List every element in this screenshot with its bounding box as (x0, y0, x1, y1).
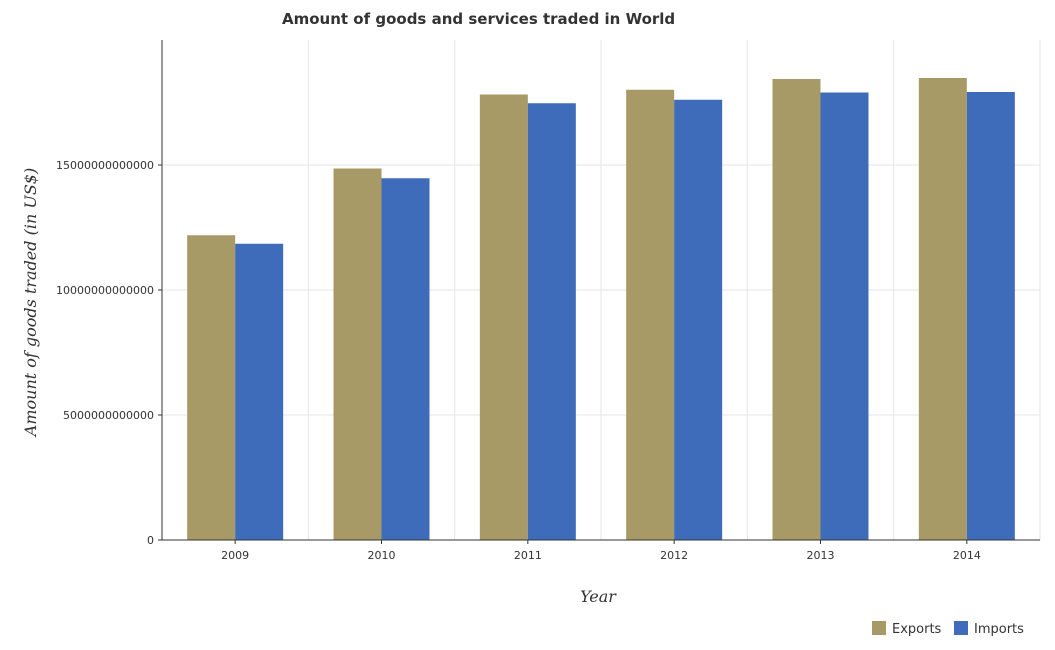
axes (158, 40, 1040, 544)
bar-imports-2012 (674, 99, 723, 540)
bar-exports-2009 (187, 235, 236, 540)
y-tick-label: 10000000000000 (56, 284, 154, 297)
bar-exports-2011 (479, 94, 528, 540)
grid (161, 40, 1041, 541)
bar-imports-2013 (820, 92, 869, 540)
bar-exports-2012 (626, 89, 675, 540)
bar-exports-2014 (918, 78, 967, 540)
legend-label-exports: Exports (892, 622, 942, 637)
legend-swatch-imports (954, 621, 968, 635)
y-tick-label: 5000000000000 (63, 409, 154, 422)
y-axis-label: Amount of goods traded (in US$) (21, 168, 40, 438)
chart-title: Amount of goods and services traded in W… (282, 10, 675, 28)
x-tick-label: 2014 (953, 549, 981, 562)
x-axis-label: Year (580, 587, 617, 606)
bar-exports-2013 (772, 79, 821, 540)
y-tick-label: 0 (147, 534, 154, 547)
tick-labels: 0 5000000000000 10000000000000 150000000000… (56, 159, 981, 562)
x-tick-label: 2010 (368, 549, 396, 562)
x-tick-label: 2009 (221, 549, 249, 562)
bar-imports-2009 (235, 243, 284, 540)
bar-imports-2014 (966, 92, 1015, 540)
bar-exports-2010 (333, 168, 382, 540)
x-tick-label: 2011 (514, 549, 542, 562)
bar-imports-2011 (527, 103, 576, 540)
y-tick-label: 15000000000000 (56, 159, 154, 172)
legend-swatch-exports (872, 621, 886, 635)
x-tick-label: 2012 (660, 549, 688, 562)
legend-label-imports: Imports (974, 622, 1024, 637)
legend: Exports Imports (872, 621, 1024, 637)
x-tick-label: 2013 (807, 549, 835, 562)
bar-imports-2010 (381, 178, 430, 540)
bars (187, 78, 1015, 540)
